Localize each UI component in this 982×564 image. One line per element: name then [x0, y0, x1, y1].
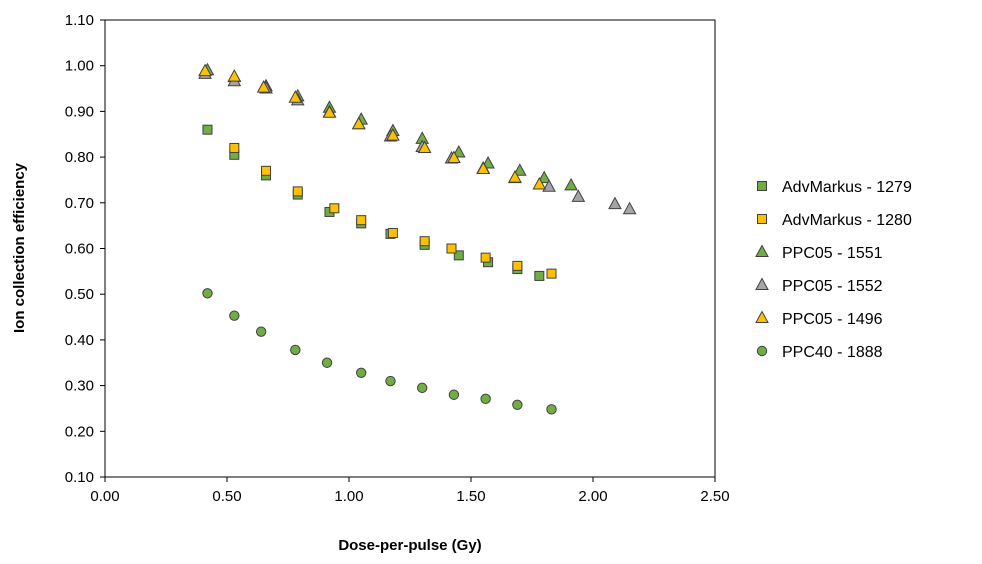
legend-marker [757, 214, 767, 224]
x-tick-label: 2.00 [578, 488, 607, 505]
points-layer [198, 62, 637, 415]
data-point [255, 326, 267, 337]
data-point [261, 165, 272, 176]
legend: AdvMarkus - 1279 AdvMarkus - 1280 PPC05 - … [755, 179, 912, 361]
data-point [447, 150, 461, 164]
data-point [329, 203, 340, 214]
legend-item: PPC40 - 1888 [756, 344, 883, 361]
data-point [480, 252, 491, 263]
legend-marker [755, 244, 769, 257]
data-point [351, 116, 366, 130]
data-point [608, 196, 622, 210]
data-point [546, 404, 557, 415]
data-point [387, 227, 398, 238]
data-point [229, 142, 240, 153]
data-point [480, 393, 491, 405]
legend-item: AdvMarkus - 1279 [757, 179, 912, 196]
legend-item: PPC05 - 1496 [755, 310, 883, 328]
y-tick-label: 0.50 [65, 286, 94, 303]
y-tick-label: 0.30 [65, 378, 94, 395]
legend-label: PPC05 - 1496 [782, 311, 883, 328]
legend-label: PPC05 - 1551 [782, 245, 883, 262]
legend-item: AdvMarkus - 1280 [757, 212, 912, 229]
data-point [512, 163, 527, 176]
data-point [448, 389, 460, 400]
y-tick-label: 0.70 [65, 195, 94, 212]
ticks-layer: 0.00 0.50 1.00 1.50 2.00 2.50 0.10 0.20 0.30 0.40… [65, 12, 730, 505]
data-point [290, 344, 301, 356]
data-point [622, 201, 637, 215]
data-point [417, 382, 428, 394]
y-tick-label: 1.10 [65, 12, 94, 29]
y-tick-label: 0.20 [65, 423, 94, 440]
data-point [288, 90, 303, 103]
legend-marker [756, 345, 768, 357]
data-point [419, 236, 430, 247]
data-point [356, 367, 367, 379]
y-tick-label: 0.10 [65, 469, 94, 486]
data-point [512, 399, 523, 410]
data-point [356, 215, 367, 226]
legend-label: PPC05 - 1552 [782, 278, 883, 295]
legend-item: PPC05 - 1551 [755, 244, 883, 262]
x-tick-label: 1.00 [334, 488, 363, 505]
data-point [198, 63, 212, 77]
legend-label: PPC40 - 1888 [782, 344, 883, 361]
data-point [534, 270, 545, 281]
data-point [564, 177, 578, 191]
data-point [202, 124, 213, 135]
y-tick-label: 0.60 [65, 241, 94, 258]
y-tick-label: 0.90 [65, 103, 94, 120]
data-point [453, 250, 464, 261]
series-1 [229, 142, 557, 279]
data-point [229, 310, 240, 321]
x-tick-label: 2.50 [700, 488, 729, 505]
data-point [476, 161, 491, 174]
data-point [386, 128, 400, 141]
data-point [321, 357, 333, 368]
x-tick-label: 1.50 [456, 488, 485, 505]
legend-label: AdvMarkus - 1280 [782, 212, 912, 229]
y-tick-label: 0.80 [65, 149, 94, 166]
data-point [446, 243, 457, 254]
legend-marker [755, 277, 769, 290]
y-tick-label: 1.00 [65, 58, 94, 75]
series-5 [202, 288, 557, 415]
legend-label: AdvMarkus - 1279 [782, 179, 912, 196]
x-axis-title: Dose-per-pulse (Gy) [338, 537, 481, 554]
data-point [537, 170, 552, 184]
data-point [322, 105, 337, 118]
legend-item: PPC05 - 1552 [755, 277, 883, 295]
data-point [417, 140, 432, 153]
series-4 [198, 63, 547, 190]
x-tick-label: 0.50 [212, 488, 241, 505]
x-tick-label: 0.00 [90, 488, 119, 505]
data-point [571, 189, 586, 202]
legend-marker [757, 181, 767, 191]
data-point [512, 260, 523, 271]
data-point [532, 176, 547, 190]
data-point [256, 80, 271, 93]
data-point [292, 186, 303, 197]
legend-marker [755, 310, 769, 323]
data-point [508, 170, 522, 183]
data-point [385, 375, 396, 387]
y-tick-label: 0.40 [65, 332, 94, 349]
y-axis-title: Ion collection efficiency [11, 162, 28, 333]
plot-area [104, 19, 716, 478]
data-point [542, 179, 556, 192]
data-point [202, 288, 213, 299]
data-point [546, 268, 557, 279]
data-point [227, 69, 242, 82]
